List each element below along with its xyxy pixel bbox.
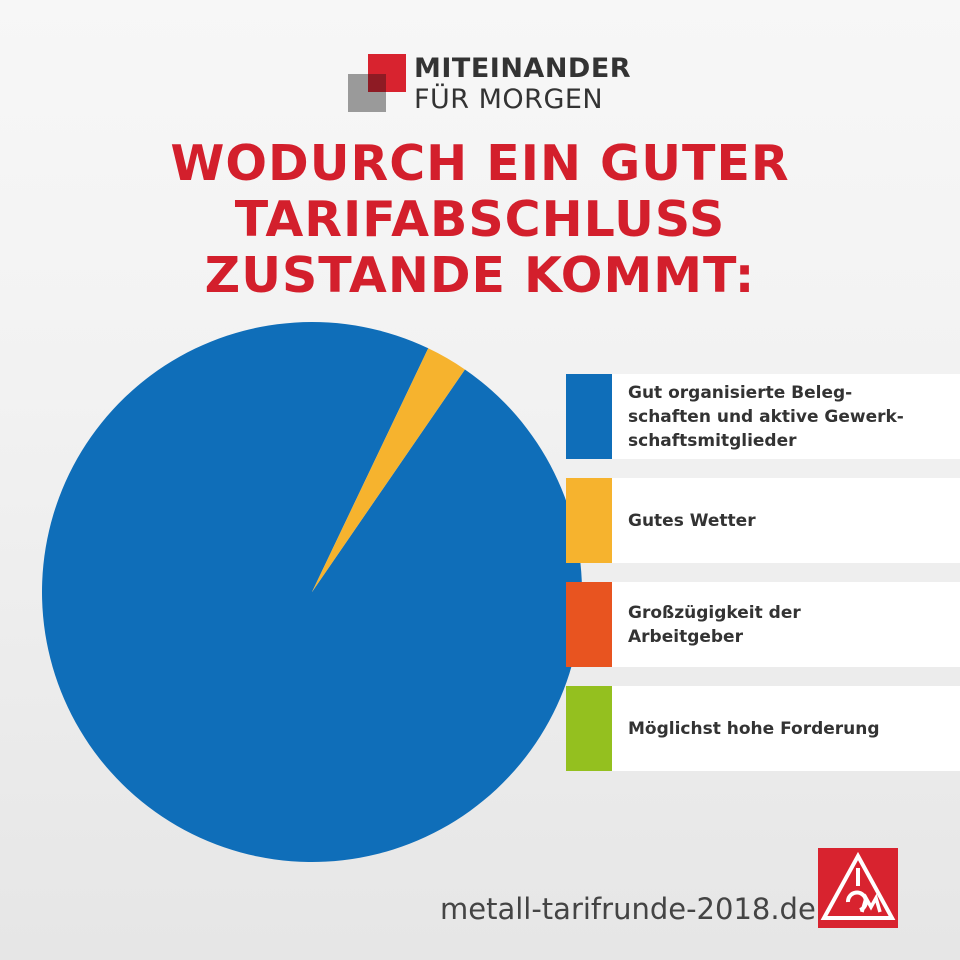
- title-line-1: WODURCH EIN GUTER: [170, 135, 790, 192]
- legend-swatch: [566, 582, 612, 667]
- legend-label: Gut organisierte Beleg-schaften und akti…: [628, 382, 904, 451]
- ig-metall-logo-icon: [818, 848, 898, 928]
- legend-item: Großzügigkeit der Arbeitgeber: [566, 582, 960, 667]
- legend: Gut organisierte Beleg-schaften und akti…: [566, 374, 960, 790]
- legend-swatch: [566, 478, 612, 563]
- pie-chart: [42, 321, 583, 862]
- chart-title: WODURCH EIN GUTER TARIFABSCHLUSS ZUSTAND…: [0, 136, 960, 304]
- brand-line-1: MITEINANDER: [414, 53, 632, 84]
- legend-swatch: [566, 374, 612, 459]
- legend-label: Großzügigkeit der Arbeitgeber: [628, 602, 801, 647]
- title-line-2: TARIFABSCHLUSS: [234, 191, 726, 248]
- legend-label: Möglichst hohe Forderung: [628, 718, 880, 739]
- legend-label: Gutes Wetter: [628, 510, 756, 531]
- brand-line-2: FÜR MORGEN: [414, 84, 604, 115]
- pie-slice-belegschaften: [42, 321, 583, 862]
- legend-item: Möglichst hohe Forderung: [566, 686, 960, 771]
- brand-logo: MITEINANDER FÜR MORGEN: [348, 53, 632, 116]
- legend-item: Gut organisierte Beleg-schaften und akti…: [566, 374, 960, 459]
- logo-overlap-square: [368, 74, 386, 92]
- legend-item: Gutes Wetter: [566, 478, 960, 563]
- pie-slice-gutes-wetter: [312, 348, 465, 592]
- title-line-3: ZUSTANDE KOMMT:: [204, 247, 756, 304]
- footer-url[interactable]: metall-tarifrunde-2018.de: [440, 892, 816, 926]
- legend-swatch: [566, 686, 612, 771]
